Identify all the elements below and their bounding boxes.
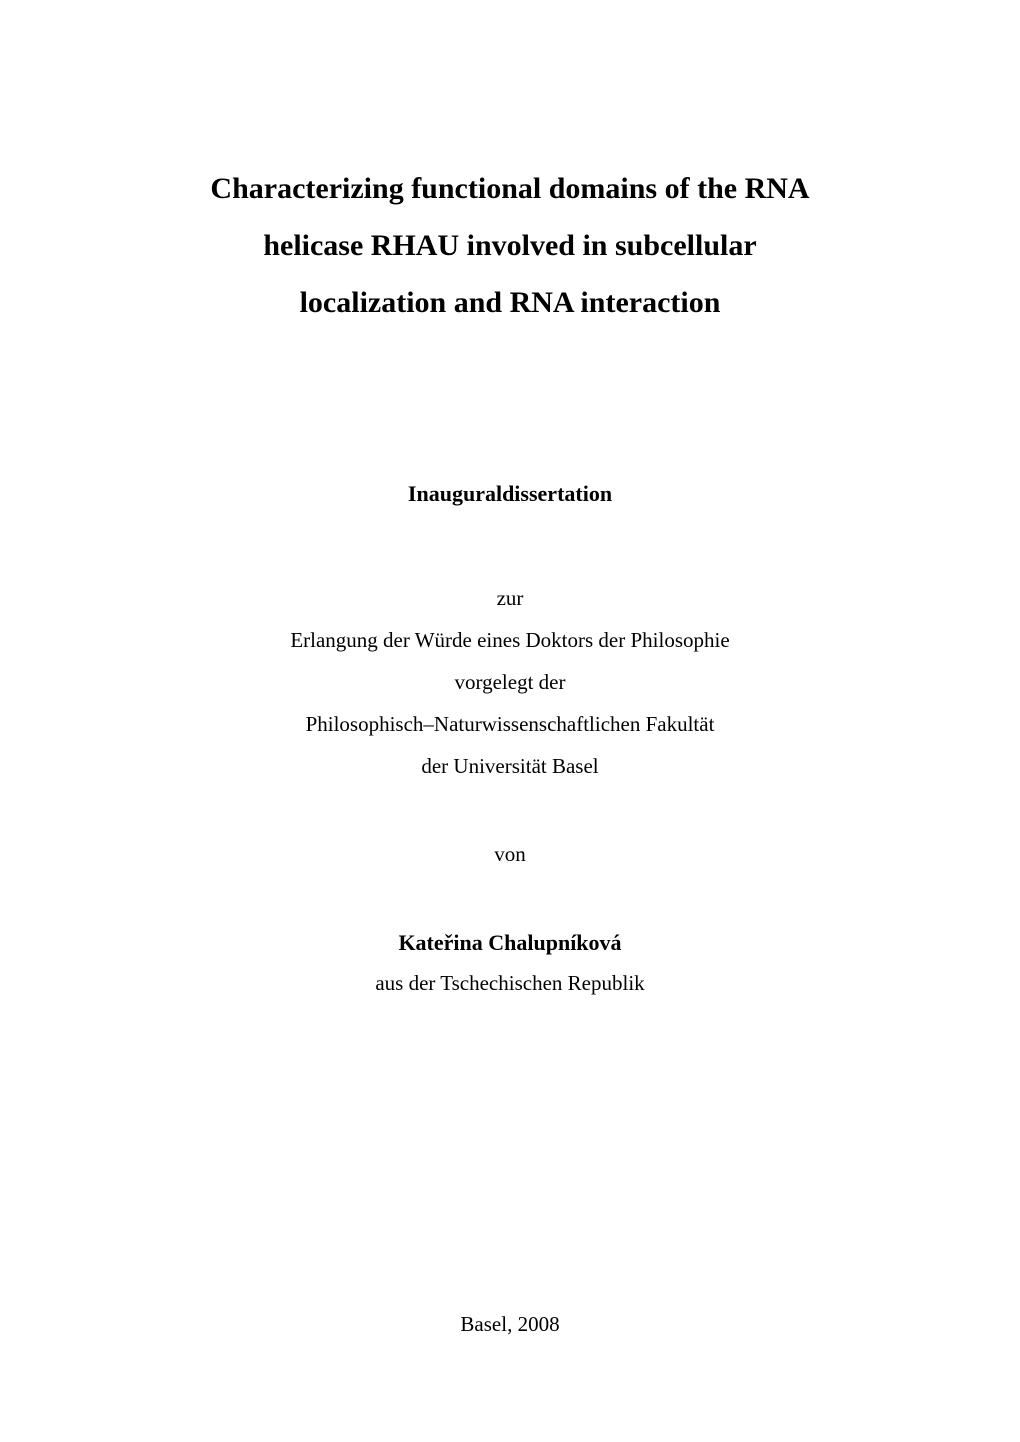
- dissertation-title: Characterizing functional domains of the…: [210, 160, 809, 331]
- place-and-year: Basel, 2008: [460, 1312, 559, 1362]
- submission-line-1: zur: [290, 577, 729, 619]
- von-label: von: [494, 842, 526, 867]
- submission-line-3: vorgelegt der: [290, 661, 729, 703]
- submission-line-5: der Universität Basel: [290, 745, 729, 787]
- title-line-1: Characterizing functional domains of the…: [210, 160, 809, 217]
- author-origin: aus der Tschechischen Republik: [375, 964, 644, 1004]
- dissertation-type-label: Inauguraldissertation: [408, 481, 612, 507]
- submission-block: zur Erlangung der Würde eines Doktors de…: [290, 577, 729, 787]
- title-line-2: helicase RHAU involved in subcellular: [210, 217, 809, 274]
- submission-line-2: Erlangung der Würde eines Doktors der Ph…: [290, 619, 729, 661]
- title-line-3: localization and RNA interaction: [210, 274, 809, 331]
- author-block: Kateřina Chalupníková aus der Tschechisc…: [375, 922, 644, 1004]
- title-page: Characterizing functional domains of the…: [0, 0, 1020, 1442]
- author-name: Kateřina Chalupníková: [375, 922, 644, 964]
- submission-line-4: Philosophisch–Naturwissenschaftlichen Fa…: [290, 703, 729, 745]
